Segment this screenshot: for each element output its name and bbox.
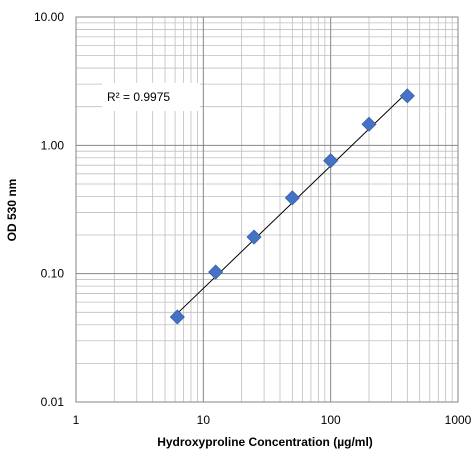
minor-gridlines bbox=[76, 17, 458, 402]
data-point-marker bbox=[246, 229, 262, 245]
data-point-marker bbox=[361, 116, 377, 132]
data-point-marker bbox=[169, 309, 185, 325]
data-point-marker bbox=[323, 153, 339, 169]
plot-area bbox=[76, 17, 458, 402]
data-point-marker bbox=[399, 88, 415, 104]
x-tick-labels: 1 10 100 1000 bbox=[73, 413, 472, 427]
major-gridlines bbox=[76, 17, 458, 402]
y-tick-labels: 0.01 0.10 1.00 10.00 bbox=[34, 10, 64, 409]
plot-border bbox=[75, 16, 459, 403]
data-point-marker bbox=[284, 190, 300, 206]
x-tick-label: 100 bbox=[321, 413, 341, 427]
y-axis-title: OD 530 nm bbox=[5, 179, 19, 242]
data-points bbox=[169, 88, 415, 325]
y-tick-label: 0.10 bbox=[41, 267, 65, 281]
x-tick-label: 1000 bbox=[445, 413, 472, 427]
y-tick-label: 1.00 bbox=[41, 138, 65, 152]
r-squared-box bbox=[102, 83, 200, 111]
y-tick-label: 0.01 bbox=[41, 395, 65, 409]
x-axis-title: Hydroxyproline Concentration (µg/ml) bbox=[157, 435, 373, 449]
r-squared-label: R² = 0.9975 bbox=[107, 90, 170, 104]
data-point-marker bbox=[208, 264, 224, 280]
x-tick-label: 1 bbox=[73, 413, 80, 427]
x-tick-label: 10 bbox=[197, 413, 211, 427]
y-tick-label: 10.00 bbox=[34, 10, 64, 24]
